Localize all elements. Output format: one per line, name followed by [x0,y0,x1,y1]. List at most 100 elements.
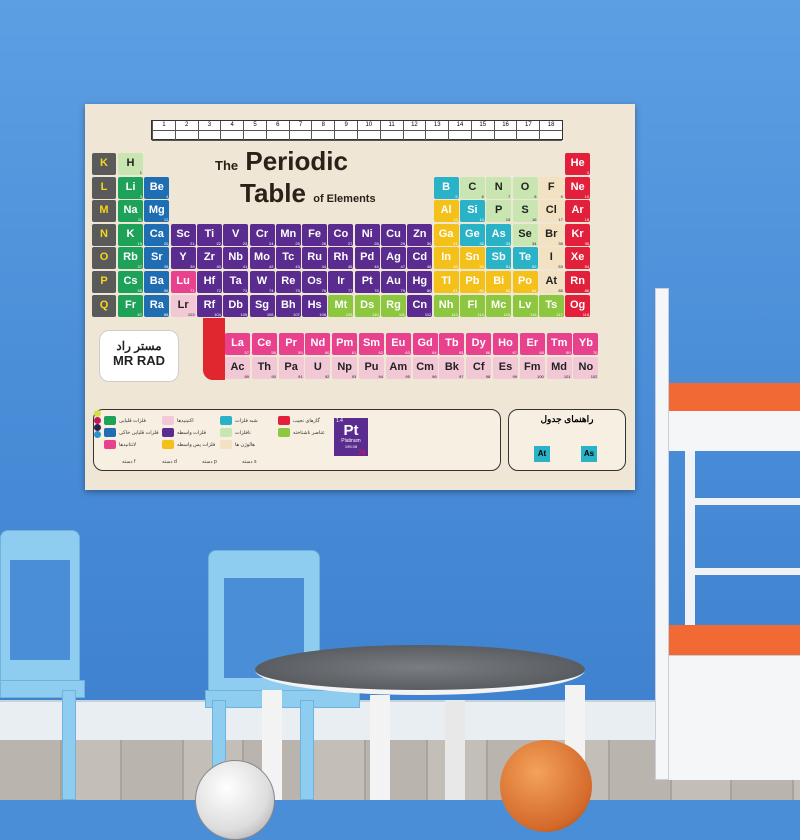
element-symbol: Pt [361,275,373,287]
element-symbol: Ds [360,298,375,311]
element-Bi: Bi 83 [486,271,512,293]
element-symbol: Gd [417,337,433,349]
element-symbol: Tb [445,337,459,349]
atomic-number: 13 [453,217,458,223]
element-symbol: He [570,157,585,169]
atomic-number: 70 [592,350,598,355]
element-Pr: Pr 59 [278,333,304,355]
element-Pd: Pd 46 [354,247,380,270]
element-symbol: Ac [230,361,245,373]
element-symbol: Zn [413,227,427,240]
atomic-number: 99 [512,374,517,379]
element-symbol: Ru [307,251,322,264]
element-Mn: Mn 25 [275,223,301,246]
element-Tc: Tc 43 [275,247,301,270]
group-config-cell [402,131,426,141]
group-number: 7 [288,121,312,131]
element-symbol: Co [333,227,349,240]
element-symbol: Es [498,361,513,373]
atomic-number: 69 [566,350,571,355]
element-Cm: Cm 96 [412,357,438,379]
atomic-number: 21 [190,240,195,246]
group-config-cell [516,131,540,141]
element-Re: Re 75 [275,271,301,293]
group-number: 11 [379,121,403,131]
element-symbol: Fm [524,361,541,373]
legend-swatch-halogen [220,440,232,449]
ladder-rung [695,498,800,505]
element-Es: Es 99 [493,357,518,379]
atomic-number: 29 [400,240,405,246]
element-Pa: Pa 91 [278,357,304,379]
atomic-number: 80 [426,288,432,293]
block-dot [94,417,101,424]
atomic-number: 27 [347,240,353,246]
atomic-number: 64 [432,350,437,355]
title-of-elements: of Elements [313,193,376,205]
legend-label: لانتانیدها [119,442,136,448]
element-Kr: Kr 36 [565,223,591,246]
element-Pm: Pm 61 [332,333,358,355]
atomic-number: 28 [374,240,379,246]
group-config-cell [174,131,198,141]
element-Pu: Pu 94 [359,357,384,379]
group-number: 4 [220,121,244,131]
atomic-number: 86 [584,288,590,293]
atomic-number: 24 [269,240,274,246]
sample-element: 1.4 Pt Platinum 195.08 [334,418,368,456]
atomic-number: 43 [295,264,300,270]
element-Ce: Ce 58 [251,333,277,355]
atomic-number: 77 [347,288,353,293]
atomic-number: 82 [479,288,484,293]
atomic-number: 53 [558,264,563,270]
element-symbol: Nd [310,337,326,349]
element-symbol: Ne [570,180,585,193]
element-Ar: Ar 18 [565,200,591,223]
group-config-cell [220,131,244,141]
group-number: 16 [493,121,517,131]
element-Cu: Cu 29 [381,223,406,246]
atomic-number: 112 [424,311,432,317]
sample-mass: 195.08 [344,444,358,449]
element-Pb: Pb 82 [459,271,485,293]
legend-label: گازهای نجیب [293,418,320,424]
element-Ca: Ca 20 [144,223,170,246]
element-symbol: Nb [228,251,244,264]
element-symbol: Rg [386,298,401,311]
element-Ba: Ba 56 [144,271,170,293]
element-Al: Al 13 [433,200,459,223]
guide-example-at: At [534,446,550,462]
atomic-number: 3 [139,193,142,199]
atomic-number: 108 [319,311,327,317]
element-Pt: Pt 78 [354,271,380,293]
legend-label: فلزات قلیایی خاکی [119,430,159,436]
element-Yb: Yb 70 [573,333,599,355]
element-symbol: Sc [176,227,190,240]
guide-example-as: As [581,446,597,462]
atomic-number: 39 [190,264,195,270]
element-symbol: Rf [203,298,216,311]
title-table: Table [240,178,306,208]
atomic-number: 105 [240,311,248,317]
group-config-cell [334,131,357,141]
element-Ra: Ra 88 [144,294,170,317]
legend-label: فلزات واسطه [177,430,207,436]
ladder-rung [695,568,800,575]
poster-title-line2: Table of Elements [240,178,376,209]
element-symbol: Md [551,361,568,373]
chair-leg [300,700,314,800]
element-symbol: Bi [493,275,505,287]
table-leg [262,690,282,800]
atomic-number: 98 [485,374,491,379]
element-Sg: Sg 106 [249,294,275,317]
element-symbol: B [442,180,451,193]
atomic-number: 113 [451,311,458,317]
element-symbol: Ni [361,227,373,240]
element-symbol: Cu [386,227,401,240]
atomic-number: 114 [477,311,484,317]
element-symbol: Bk [444,361,459,373]
block-label: دسته s [242,459,257,465]
element-La: La 57 [225,333,250,355]
element-Cd: Cd 48 [407,247,433,270]
element-symbol: Sg [254,298,270,311]
